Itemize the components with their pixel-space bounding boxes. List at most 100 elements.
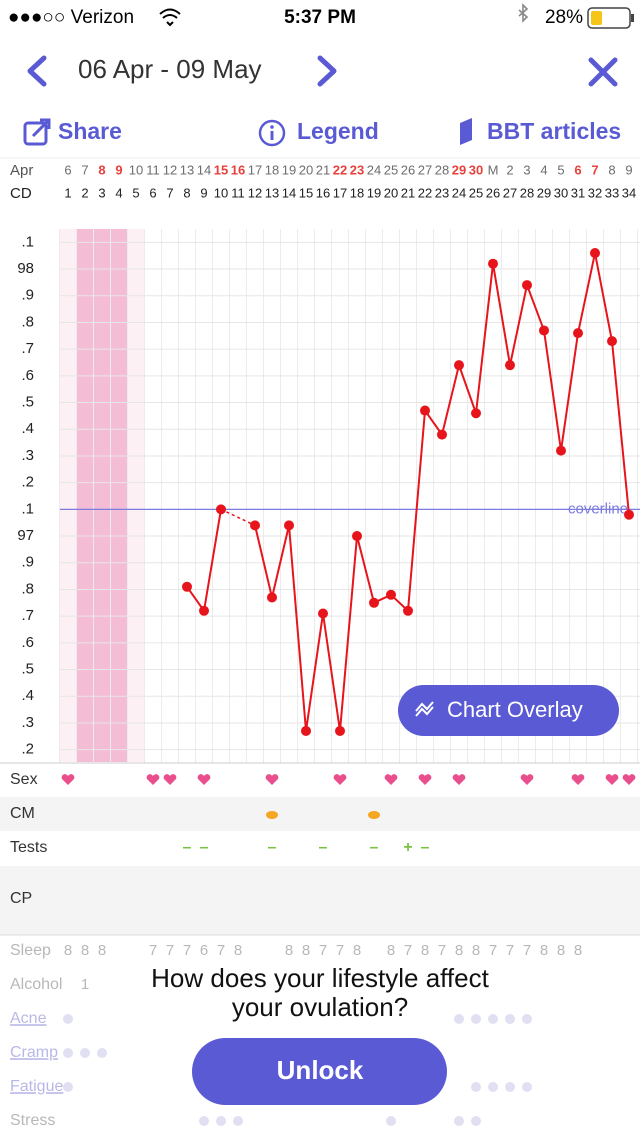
date-label: 7	[591, 162, 598, 177]
test-mark: –	[183, 839, 192, 856]
sex-heart	[197, 774, 211, 785]
share-button[interactable]: Share	[23, 118, 122, 146]
cycle-day-label: 12	[248, 185, 262, 200]
unlock-button[interactable]: Unlock	[192, 1038, 447, 1105]
cycle-day-label: 14	[282, 185, 296, 200]
sex-heart	[418, 774, 432, 785]
temperature-point	[556, 445, 566, 456]
row-label: Sex	[10, 771, 38, 788]
legend-button[interactable]: Legend	[258, 118, 379, 147]
clock: 5:37 PM	[284, 7, 356, 28]
temperature-point	[301, 725, 311, 736]
date-label: 19	[282, 162, 296, 177]
chart-overlay-button[interactable]: Chart Overlay	[398, 685, 619, 736]
temperature-point	[386, 589, 396, 600]
share-icon	[23, 121, 48, 146]
date-label: 10	[129, 162, 143, 177]
sex-heart	[605, 774, 619, 785]
sex-heart	[61, 774, 75, 785]
dot	[471, 1082, 481, 1092]
cycle-day-label: 9	[200, 185, 207, 200]
gap-connector	[220, 508, 256, 527]
cycle-day-label: 28	[520, 185, 534, 200]
cycle-day-label: 23	[435, 185, 449, 200]
y-tick-label: .1	[21, 500, 34, 517]
sleep-value: 8	[472, 942, 480, 959]
unlock-bg	[192, 1038, 447, 1105]
date-label: 9	[625, 162, 632, 177]
y-tick-label: .9	[21, 554, 34, 571]
cycle-day-label: 15	[299, 185, 313, 200]
temperature-point	[182, 581, 192, 592]
cycle-day-label: 1	[64, 185, 71, 200]
book-icon	[460, 118, 472, 145]
dot	[80, 1048, 90, 1058]
row-label: CM	[10, 805, 35, 822]
sleep-value: 7	[336, 942, 344, 959]
y-tick-label: .4	[21, 420, 34, 437]
temperature-point	[216, 504, 226, 515]
date-label: 11	[146, 162, 160, 177]
cycle-day-label: 16	[316, 185, 330, 200]
date-label: 14	[197, 162, 211, 177]
test-mark: –	[200, 839, 209, 856]
sleep-value: 7	[183, 942, 191, 959]
grid	[59, 229, 640, 763]
temperature-point	[590, 248, 600, 259]
row-background	[0, 866, 640, 935]
temperature-point	[403, 605, 413, 616]
cycle-day-label: 7	[166, 185, 173, 200]
previous-button[interactable]	[27, 55, 47, 87]
articles-button[interactable]: BBT articles	[460, 118, 621, 145]
date-label: 29	[452, 162, 466, 177]
row-label: Sleep	[10, 942, 51, 959]
y-tick-label: .3	[21, 447, 34, 464]
dot	[454, 1116, 464, 1126]
date-label: 8	[608, 162, 615, 177]
legend-icon-dot	[270, 125, 274, 129]
sleep-value: 8	[81, 942, 89, 959]
sleep-value: 8	[302, 942, 310, 959]
battery-tip	[631, 14, 634, 22]
temperature-point	[505, 360, 515, 371]
sleep-value: 7	[438, 942, 446, 959]
sex-heart	[333, 774, 347, 785]
next-button[interactable]	[317, 55, 337, 87]
y-tick-label: .7	[21, 607, 34, 624]
sex-heart	[146, 774, 160, 785]
dot	[97, 1048, 107, 1058]
sleep-value: 8	[540, 942, 548, 959]
temperature-point	[539, 325, 549, 336]
carrier: ●●●○○ Verizon	[8, 7, 134, 28]
sleep-value: 7	[506, 942, 514, 959]
sleep-value: 8	[387, 942, 395, 959]
sleep-value: 7	[217, 942, 225, 959]
date-label: 25	[384, 162, 398, 177]
coverline-label: coverline	[568, 500, 628, 517]
cycle-day-label: 27	[503, 185, 517, 200]
y-tick-label: .4	[21, 687, 34, 704]
row-background	[0, 797, 640, 831]
cycle-day-label: 17	[333, 185, 347, 200]
row-label: Acne	[10, 1010, 47, 1027]
y-tick-label: .9	[21, 287, 34, 304]
temperature-point	[522, 280, 532, 291]
y-tick-label: .7	[21, 340, 34, 357]
temperature-point	[607, 336, 617, 347]
y-tick-label: .1	[21, 233, 34, 250]
wifi-icon	[159, 8, 181, 27]
close-button[interactable]	[588, 57, 618, 87]
sex-heart	[163, 774, 177, 785]
cycle-day-label: 24	[452, 185, 466, 200]
cycle-day-label: 21	[401, 185, 415, 200]
dot	[488, 1014, 498, 1024]
test-mark: –	[421, 839, 430, 856]
faded-dots	[63, 1014, 532, 1126]
sex-heart	[520, 774, 534, 785]
row-label: Cramp	[10, 1044, 58, 1061]
date-label: 13	[180, 162, 194, 177]
y-tick-label: .2	[21, 474, 34, 491]
cycle-day-label: 2	[81, 185, 88, 200]
date-label: 12	[163, 162, 177, 177]
